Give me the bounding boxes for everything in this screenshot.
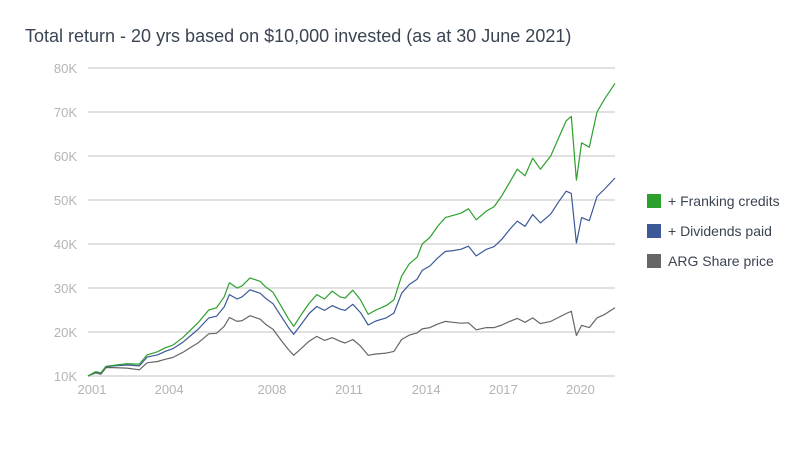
y-tick-label: 80K xyxy=(54,61,77,76)
series-lines xyxy=(87,83,616,377)
series-line-dividends-paid xyxy=(87,177,616,377)
legend-swatch-dividends-paid xyxy=(647,224,661,238)
legend-item-dividends-paid[interactable]: + Dividends paid xyxy=(647,216,780,246)
y-tick-label: 50K xyxy=(54,193,77,208)
legend: + Franking credits + Dividends paid ARG … xyxy=(647,186,780,276)
legend-label-arg-share-price: ARG Share price xyxy=(668,253,774,269)
y-tick-label: 10K xyxy=(54,369,77,384)
y-axis-ticks: 10K 20K 30K 40K 50K 60K 70K 80K xyxy=(54,61,77,384)
y-tick-label: 40K xyxy=(54,237,77,252)
legend-swatch-arg-share-price xyxy=(647,254,661,268)
series-line-franking-credits xyxy=(87,83,616,377)
legend-label-dividends-paid: + Dividends paid xyxy=(668,223,772,239)
legend-item-franking-credits[interactable]: + Franking credits xyxy=(647,186,780,216)
x-tick-label: 2011 xyxy=(335,382,363,397)
x-tick-label: 2017 xyxy=(489,382,518,397)
x-tick-label: 2004 xyxy=(155,382,184,397)
grid-lines xyxy=(88,67,615,377)
legend-swatch-franking-credits xyxy=(647,194,661,208)
x-tick-label: 2014 xyxy=(412,382,441,397)
series-line-arg-share-price xyxy=(87,307,616,377)
y-tick-label: 20K xyxy=(54,325,77,340)
y-tick-label: 30K xyxy=(54,281,77,296)
x-tick-label: 2008 xyxy=(257,382,286,397)
x-axis-ticks: 2001 2004 2008 2011 2014 2017 2020 xyxy=(78,382,595,397)
y-tick-label: 60K xyxy=(54,149,77,164)
legend-label-franking-credits: + Franking credits xyxy=(668,193,780,209)
x-tick-label: 2001 xyxy=(78,382,107,397)
chart-title: Total return - 20 yrs based on $10,000 i… xyxy=(25,26,572,46)
y-tick-label: 70K xyxy=(54,105,77,120)
x-tick-label: 2020 xyxy=(566,382,595,397)
legend-item-arg-share-price[interactable]: ARG Share price xyxy=(647,246,780,276)
